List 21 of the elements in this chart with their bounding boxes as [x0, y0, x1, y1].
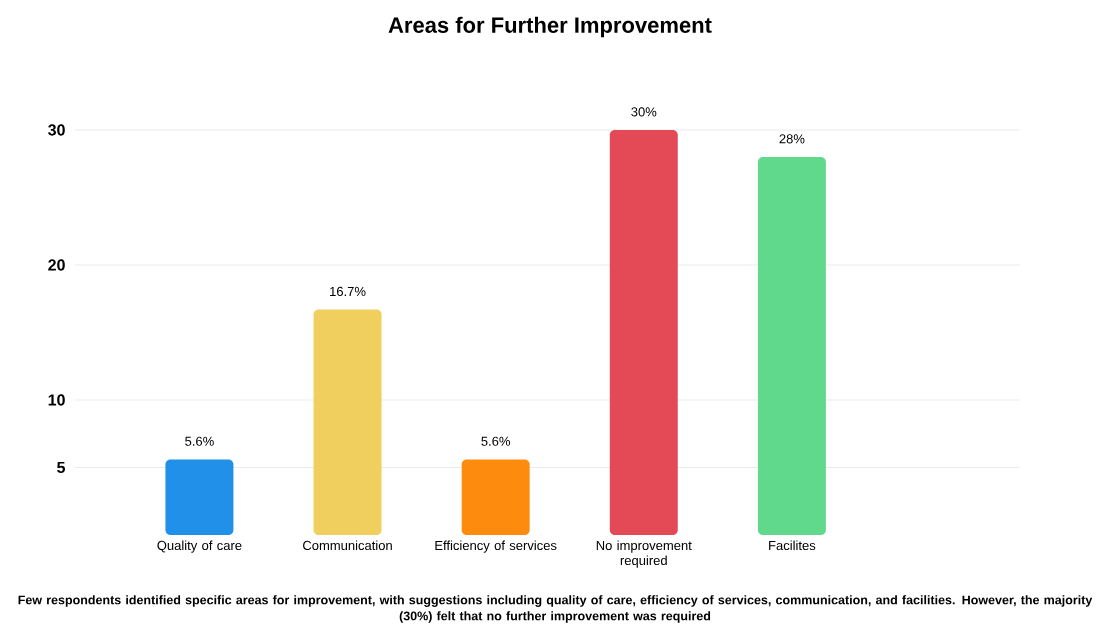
data-label: 5.6%: [481, 436, 511, 446]
y-tick-label: 30: [48, 124, 65, 136]
x-tick-label: Quality of care: [157, 540, 242, 553]
data-label: 16.7%: [330, 286, 366, 297]
x-tick-label: Communication: [303, 540, 392, 551]
data-label: 5.6%: [185, 436, 214, 446]
x-tick-label: Efficiency of services: [435, 540, 557, 553]
bar: [313, 309, 382, 535]
data-label: 30%: [631, 107, 657, 117]
chart-title: Areas for Further Improvement: [388, 16, 712, 38]
bar: [609, 130, 678, 535]
data-label: 28%: [779, 134, 805, 144]
text: Few respondents identified specific areas for improvement, with suggestions including quality of care, efficiency of services, communication, and facilities. However, the majority (30%) felt that no further improvement was required: [18, 595, 1093, 623]
y-tick-label: 5: [57, 461, 66, 474]
y-tick-label: 10: [48, 394, 65, 406]
y-tick-label: 20: [48, 259, 65, 271]
x-tick-label: Facilites: [769, 540, 816, 551]
x-tick-label: No improvement required: [596, 540, 692, 568]
bar: [757, 157, 826, 535]
bar: [165, 459, 234, 535]
bar: [461, 459, 530, 535]
